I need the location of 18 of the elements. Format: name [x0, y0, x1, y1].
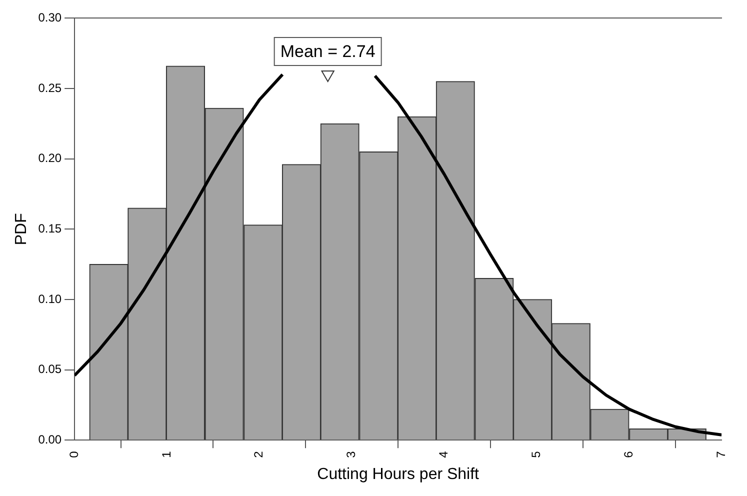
annotation: Mean = 2.74	[280, 42, 376, 62]
x-tick-label: 2	[252, 450, 266, 458]
x-tick-label: 4	[436, 450, 451, 458]
y-tick-label: 0.00	[38, 432, 62, 446]
y-tick-label: 0.05	[38, 362, 62, 376]
y-tick-label: 0.20	[38, 151, 62, 166]
y-tick-label: 0.10	[38, 292, 62, 306]
y-tick-label: 0.15	[38, 221, 62, 236]
x-axis-title: Cutting Hours per Shift	[317, 466, 480, 483]
x-tick-label: 5	[529, 450, 544, 458]
y-axis-title: PDF	[13, 212, 30, 246]
x-tick-label: 6	[621, 450, 636, 458]
y-tick-label: 0.25	[38, 80, 62, 95]
x-tick-label: 7	[714, 450, 728, 458]
x-tick-label: 1	[159, 450, 174, 458]
y-tick-label: 0.30	[38, 10, 62, 25]
x-tick-label: 3	[344, 450, 358, 458]
x-tick-label: 0	[66, 450, 81, 458]
